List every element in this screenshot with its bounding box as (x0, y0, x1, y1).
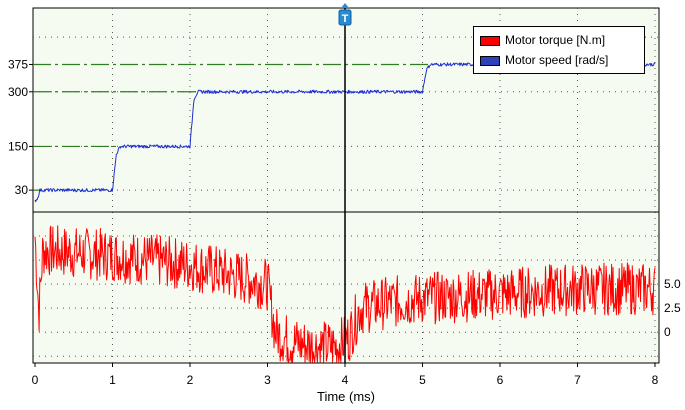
legend: Motor torque [N.m] Motor speed [rad/s] (473, 26, 645, 74)
x-tick-labels: 0 1 2 3 4 5 6 7 8 (32, 363, 659, 387)
x-tick-label: 8 (652, 373, 659, 387)
y-tick-label: 2.5 (664, 301, 681, 315)
cursor-arrow (341, 3, 349, 8)
legend-label-torque: Motor torque [N.m] (505, 33, 606, 47)
y-tick-label: 300 (8, 85, 28, 99)
y-tick-labels: 375 300 150 30 5.0 2.5 0 (8, 57, 681, 339)
x-tick-label: 4 (342, 373, 349, 387)
x-tick-label: 3 (264, 373, 271, 387)
x-tick-label: 7 (574, 373, 581, 387)
x-tick-label: 0 (32, 373, 39, 387)
y-tick-label: 5.0 (664, 277, 681, 291)
legend-swatch-torque (480, 35, 500, 46)
x-tick-label: 5 (419, 373, 426, 387)
y-tick-label: 150 (8, 139, 28, 153)
legend-item-torque: Motor torque [N.m] (480, 32, 605, 48)
y-tick-label: 30 (15, 183, 29, 197)
cursor-handle (338, 9, 352, 26)
reference-lines (33, 63, 431, 191)
legend-swatch-speed (480, 55, 500, 66)
x-axis-label: Time (ms) (317, 389, 375, 404)
legend-item-speed: Motor speed [rad/s] (480, 52, 608, 68)
time-cursor[interactable]: T (338, 3, 352, 363)
cursor-label: T (342, 13, 349, 25)
x-tick-label: 6 (497, 373, 504, 387)
x-tick-label: 2 (187, 373, 194, 387)
x-tick-label: 1 (109, 373, 116, 387)
legend-label-speed: Motor speed [rad/s] (505, 53, 609, 67)
y-tick-label: 0 (664, 325, 671, 339)
y-tick-label: 375 (8, 57, 28, 71)
